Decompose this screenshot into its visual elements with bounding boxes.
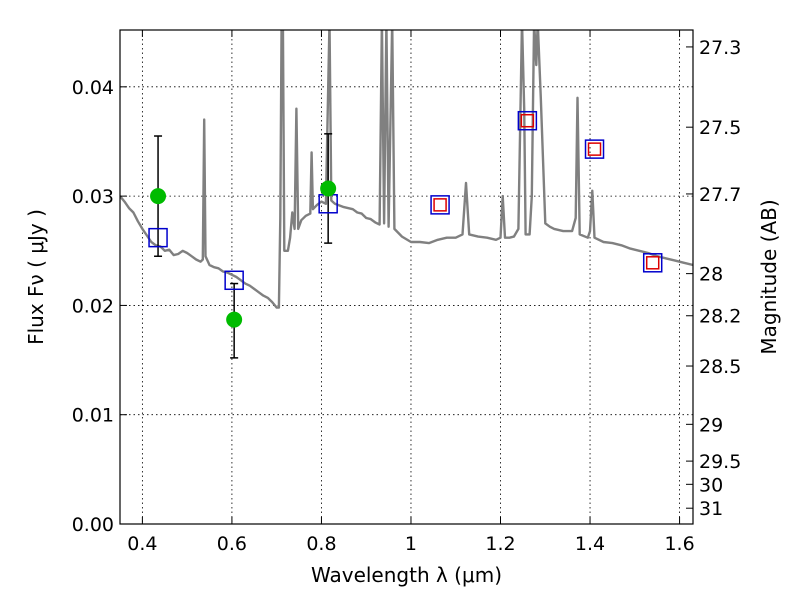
plot-frame [119,29,694,525]
model-band-marker [430,195,450,215]
y2-tick-label: 28 [699,264,723,286]
model-band-marker [148,227,168,248]
grid-lines [120,30,693,525]
x-tick-label: 0.8 [306,533,336,555]
model-band-inner-marker [520,113,535,128]
model-band-marker [584,139,605,159]
x-tick-label: 0.4 [127,533,157,555]
y-tick-label: 0.02 [72,295,114,317]
x-axis-label: Wavelength λ (μm) [311,563,502,587]
y-tick-label: 0.01 [72,405,114,427]
y-axis-label: Flux Fν ( μJy ) [24,209,48,345]
y-tick-label: 0.03 [72,186,114,208]
y-tick-label: 0.00 [72,514,114,536]
observed-flux-point [320,180,337,197]
observed-flux-point [150,188,167,205]
y2-axis-label: Magnitude (AB) [757,199,781,354]
y2-tick-label: 27.5 [699,117,741,139]
y2-tick-label: 28.2 [699,306,741,328]
y-tick-label: 0.04 [72,77,114,99]
model-band-marker [642,253,663,273]
observed-flux-point [226,311,243,328]
axis-ticks: 0.4 0.6 0.8 1 1.2 1.4 1.6 0.00 0.01 0.02 0.03 0.04 2… [72,30,741,555]
y2-tick-label: 27.7 [699,184,741,206]
model-spectrum-line [120,30,693,309]
model-band-marker [224,270,244,291]
x-tick-label: 1 [405,533,417,555]
y2-tick-label: 28.5 [699,356,741,378]
model-band-inner-marker [645,256,660,270]
model-band-inner-marker [587,142,602,156]
x-tick-label: 1.4 [575,533,605,555]
x-tick-label: 1.6 [664,533,694,555]
x-tick-label: 0.6 [217,533,247,555]
y2-tick-label: 29.5 [699,451,741,473]
y2-tick-label: 29 [699,414,723,436]
plot-series [120,30,693,359]
model-band-marker [517,110,538,131]
model-band-inner-marker [433,198,447,212]
y2-tick-label: 27.3 [699,37,741,59]
y2-tick-label: 31 [699,498,723,520]
y2-tick-label: 30 [699,474,723,496]
x-tick-label: 1.2 [485,533,515,555]
